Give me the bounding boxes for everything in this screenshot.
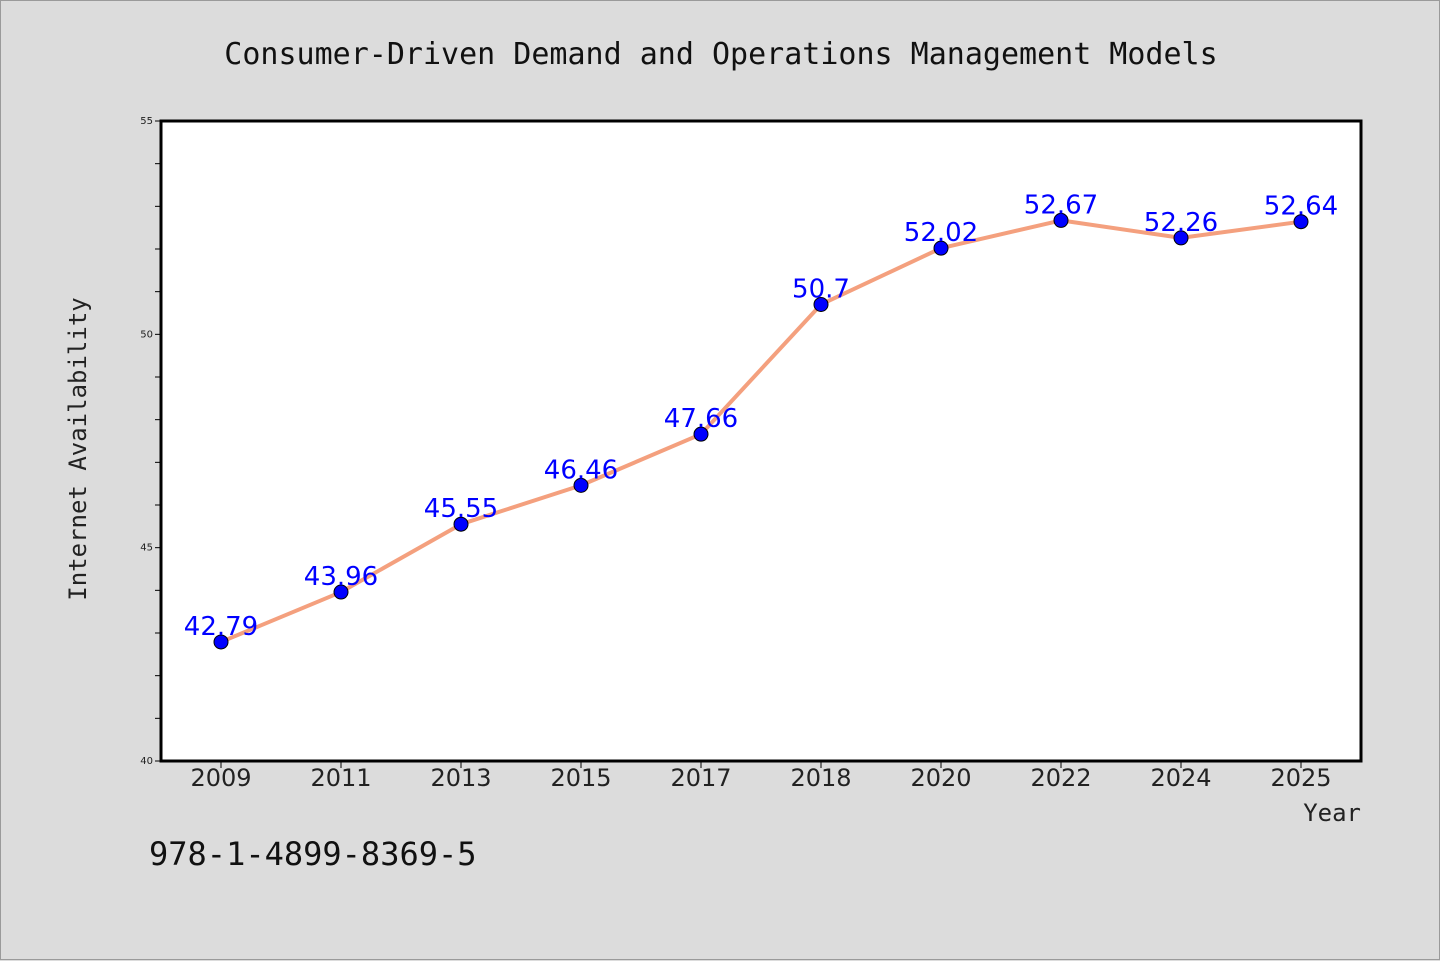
data-point [813, 296, 829, 312]
data-label: 52.26 [1144, 208, 1218, 238]
x-tick-label: 2025 [1270, 764, 1331, 792]
data-label: 52.67 [1024, 190, 1098, 220]
y-tick-label: 50 [140, 329, 153, 340]
data-point [1173, 230, 1189, 246]
x-tick-label: 2024 [1150, 764, 1211, 792]
data-label: 43.96 [304, 562, 378, 592]
data-label: 52.64 [1264, 192, 1338, 222]
y-axis-label: Internet Availability [64, 297, 92, 600]
x-tick-label: 2022 [1030, 764, 1091, 792]
data-point [453, 516, 469, 532]
data-label-layer: 42.79 43.96 45.55 46.46 47.66 50.7 52.02 52.67 5… [184, 190, 1338, 642]
plot-area [159, 119, 1363, 763]
data-label: 47.66 [664, 404, 738, 434]
series-line-layer [219, 218, 1303, 644]
data-label: 42.79 [184, 612, 258, 642]
y-tick-label: 45 [140, 543, 153, 554]
series-line [219, 218, 1303, 644]
data-point [933, 240, 949, 256]
x-tick-label: 2015 [550, 764, 611, 792]
data-point [1293, 214, 1309, 230]
data-point [333, 584, 349, 600]
y-tick-label: 40 [140, 756, 153, 767]
isbn-footnote: 978-1-4899-8369-5 [149, 835, 477, 873]
data-label: 46.46 [544, 455, 618, 485]
data-label: 45.55 [424, 494, 498, 524]
x-axis-label: Year [1303, 799, 1361, 827]
x-tick-label: 2017 [670, 764, 731, 792]
data-point [1053, 212, 1069, 228]
data-label: 50.7 [792, 274, 850, 304]
x-tick-label: 2009 [190, 764, 251, 792]
data-point [693, 426, 709, 442]
data-point [573, 477, 589, 493]
x-tick-label: 2011 [310, 764, 371, 792]
y-tick-label: 55 [140, 116, 153, 127]
x-tick-label: 2020 [910, 764, 971, 792]
x-tick-label: 2013 [430, 764, 491, 792]
data-point [213, 634, 229, 650]
data-label: 52.02 [904, 218, 978, 248]
data-point-layer [213, 212, 1309, 650]
chart-title: Consumer-Driven Demand and Operations Ma… [224, 37, 1217, 72]
axes-layer: 40 45 50 55 2009 2011 2013 2015 2017 2018 2020 2022… [140, 116, 1331, 792]
x-tick-label: 2018 [790, 764, 851, 792]
